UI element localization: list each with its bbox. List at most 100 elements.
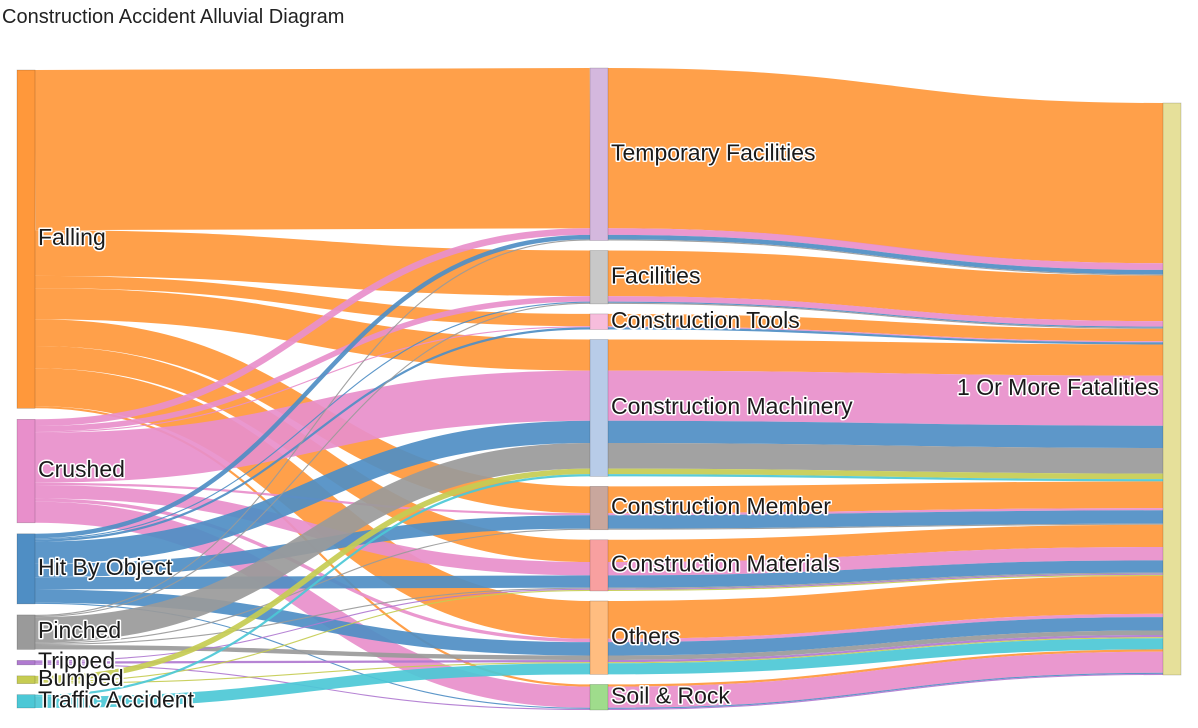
flow-crushed-via-construction-machinery-to-1-or-more-fatalities [607, 370, 1164, 426]
flow-crushed-via-construction-materials-to-1-or-more-fatalities [607, 547, 1164, 576]
flow-pinched-via-construction-materials-to-1-or-more-fatalities [607, 572, 1164, 589]
flow-pinched-via-temporary-facilities-to-1-or-more-fatalities [607, 239, 1164, 276]
flow-tripped-to-construction-materials [34, 588, 591, 662]
flow-falling-to-construction-materials [34, 345, 591, 563]
flow-falling-via-temporary-facilities-to-1-or-more-fatalities [607, 68, 1164, 264]
label-facilities: Facilities [611, 262, 700, 288]
node-construction-materials [589, 539, 609, 592]
flow-traffic-accident-to-construction-machinery [34, 474, 591, 697]
flow-pinched-to-temporary-facilities [34, 239, 591, 617]
node-soil-and-rock [589, 684, 609, 711]
flow-pinched-to-others [34, 644, 591, 660]
flow-bumped-to-construction-machinery [34, 468, 591, 682]
flow-falling-via-soil-and-rock-to-1-or-more-fatalities [607, 649, 1164, 687]
flow-crushed-via-soil-and-rock-to-1-or-more-fatalities [607, 651, 1164, 708]
node-traffic-accident [16, 694, 36, 709]
flow-falling-to-facilities [34, 230, 591, 297]
flow-tripped-via-soil-and-rock-to-1-or-more-fatalities [607, 673, 1164, 711]
label-construction-member: Construction Member [611, 493, 831, 519]
label-traffic-accident: Traffic Accident [38, 686, 195, 712]
flow-pinched-to-construction-machinery [34, 442, 591, 643]
nodes [16, 67, 1182, 711]
flow-falling-via-construction-member-to-1-or-more-fatalities [607, 481, 1164, 514]
label-1-or-more-fatalities: 1 Or More Fatalities [957, 374, 1159, 400]
flow-tripped-via-others-to-1-or-more-fatalities [607, 634, 1164, 663]
flow-falling-to-construction-tools [34, 275, 591, 327]
flow-traffic-accident-to-others [34, 663, 591, 709]
flow-pinched-via-facilities-to-1-or-more-fatalities [607, 302, 1164, 329]
node-falling [16, 69, 36, 409]
label-construction-machinery: Construction Machinery [611, 393, 853, 419]
flow-hit-by-object-via-temporary-facilities-to-1-or-more-fatalities [607, 234, 1164, 275]
flow-tripped-via-construction-materials-to-1-or-more-fatalities [607, 573, 1164, 590]
node-facilities [589, 250, 609, 305]
flow-hit-by-object-via-construction-machinery-to-1-or-more-fatalities [607, 420, 1164, 448]
flows [34, 68, 1164, 711]
flow-hit-by-object-to-facilities [34, 301, 591, 540]
flow-falling-via-construction-materials-to-1-or-more-fatalities [607, 524, 1164, 563]
flow-hit-by-object-via-construction-member-to-1-or-more-fatalities [607, 510, 1164, 529]
node-labels: Falling Crushed Hit By Object Pinched Trippe… [37, 138, 1161, 714]
flow-crushed-via-temporary-facilities-to-1-or-more-fatalities [607, 228, 1164, 270]
node-bumped [16, 675, 36, 684]
flow-hit-by-object-via-others-to-1-or-more-fatalities [607, 617, 1164, 656]
flow-pinched-via-construction-member-to-1-or-more-fatalities [607, 523, 1164, 530]
flow-crushed-via-facilities-to-1-or-more-fatalities [607, 296, 1164, 327]
node-construction-tools [589, 313, 609, 330]
node-construction-member [589, 486, 609, 531]
flow-hit-by-object-to-others [34, 589, 591, 656]
node-construction-machinery [589, 339, 609, 477]
label-hit-by-object: Hit By Object [38, 554, 173, 580]
flow-pinched-via-others-to-1-or-more-fatalities [607, 630, 1164, 660]
flow-hit-by-object-to-construction-materials [34, 575, 591, 590]
flow-pinched-to-construction-materials [34, 587, 591, 645]
flow-tripped-to-others [34, 659, 591, 664]
flow-crushed-to-facilities [34, 296, 591, 432]
flow-traffic-accident-via-construction-machinery-to-1-or-more-fatalities [607, 474, 1164, 482]
node-pinched [16, 614, 36, 650]
flow-pinched-via-construction-machinery-to-1-or-more-fatalities [607, 442, 1164, 474]
label-bumped: Bumped [38, 665, 124, 691]
flow-falling-via-facilities-to-1-or-more-fatalities [607, 250, 1164, 322]
flow-bumped-via-construction-machinery-to-1-or-more-fatalities [607, 468, 1164, 480]
flow-crushed-to-others [34, 498, 591, 643]
flow-crushed-via-construction-tools-to-1-or-more-fatalities [607, 326, 1164, 343]
flow-hit-by-object-to-construction-tools [34, 327, 591, 542]
label-soil-and-rock: Soil & Rock [611, 682, 730, 708]
node-crushed [16, 419, 36, 524]
node-others [589, 600, 609, 675]
node-hit-by-object [16, 533, 36, 605]
label-tripped: Tripped [38, 648, 115, 674]
flow-falling-via-others-to-1-or-more-fatalities [607, 575, 1164, 639]
flow-crushed-to-construction-tools [34, 326, 591, 433]
flow-crushed-via-others-to-1-or-more-fatalities [607, 613, 1164, 643]
flow-hit-by-object-via-facilities-to-1-or-more-fatalities [607, 301, 1164, 328]
flow-crushed-to-temporary-facilities [34, 228, 591, 426]
label-crushed: Crushed [38, 456, 125, 482]
flow-falling-via-construction-tools-to-1-or-more-fatalities [607, 313, 1164, 342]
flow-falling-via-construction-machinery-to-1-or-more-fatalities [607, 339, 1164, 376]
flow-hit-by-object-via-soil-and-rock-to-1-or-more-fatalities [607, 672, 1164, 709]
flow-crushed-via-construction-member-to-1-or-more-fatalities [607, 508, 1164, 516]
label-construction-materials: Construction Materials [611, 550, 840, 576]
flow-hit-by-object-via-construction-materials-to-1-or-more-fatalities [607, 560, 1164, 588]
label-falling: Falling [38, 224, 106, 250]
flow-falling-to-temporary-facilities [34, 68, 591, 231]
label-others: Others [611, 623, 680, 649]
flow-bumped-via-others-to-1-or-more-fatalities [607, 637, 1164, 664]
flow-hit-by-object-via-construction-tools-to-1-or-more-fatalities [607, 327, 1164, 345]
flow-bumped-via-construction-materials-to-1-or-more-fatalities [607, 574, 1164, 591]
flow-bumped-to-others [34, 662, 591, 684]
label-temporary-facilities: Temporary Facilities [611, 139, 816, 165]
diagram-title: Construction Accident Alluvial Diagram [2, 6, 345, 28]
flow-traffic-accident-via-others-to-1-or-more-fatalities [607, 638, 1164, 675]
node-temporary-facilities [589, 67, 609, 241]
flow-crushed-to-soil-and-rock [34, 501, 591, 708]
flow-bumped-to-construction-materials [34, 589, 591, 683]
label-pinched: Pinched [38, 617, 121, 643]
node-tripped [16, 660, 36, 666]
flow-crushed-to-construction-machinery [34, 370, 591, 483]
flow-pinched-to-facilities [34, 302, 591, 618]
flow-hit-by-object-to-temporary-facilities [34, 234, 591, 539]
